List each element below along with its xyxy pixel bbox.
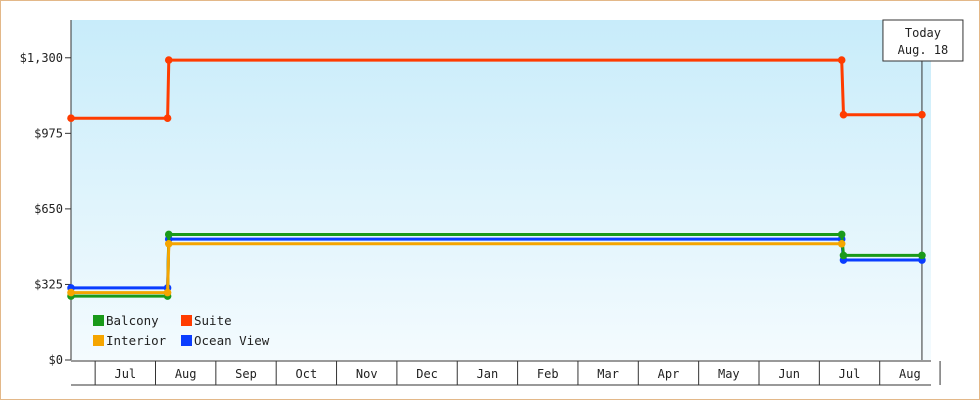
x-tick-label: Jul [114,367,136,381]
x-tick-label: Jul [839,367,861,381]
data-point [837,56,846,64]
series-line [71,242,842,295]
legend: Balcony Suite Interior Ocean View [93,313,270,348]
legend-label: Interior [106,333,167,348]
today-date-label: Aug. 18 [898,43,949,57]
series-interior [67,239,846,297]
data-point [839,110,848,119]
legend-item: Interior [93,333,167,348]
series-line [71,58,922,120]
data-point [164,230,173,239]
legend-label: Suite [194,313,232,328]
legend-swatch [181,335,192,346]
today-label: Today [905,26,941,40]
data-point [918,251,926,260]
data-point [163,288,172,297]
x-tick-label: Dec [416,367,438,381]
y-tick-label: $975 [34,126,63,140]
legend-swatch [93,315,104,326]
x-tick-label: Jan [477,367,499,381]
legend-item: Balcony [93,313,159,328]
data-point [839,251,848,260]
series-line [71,237,922,290]
legend-swatch [181,315,192,326]
x-tick-label: Sep [235,367,257,381]
y-tick-label: $650 [34,202,63,216]
y-tick-label: $325 [34,277,63,291]
x-axis: Jul Aug Sep Oct Nov Dec Jan Feb Mar Apr May Jun Jul A… [71,360,941,386]
data-point [67,114,75,123]
today-label-box [882,19,964,62]
x-tick-label: May [718,367,740,381]
series-balcony [67,230,926,300]
legend-item: Ocean View [181,333,270,348]
data-point [837,239,846,248]
data-point [837,230,846,239]
data-point [163,114,172,123]
series-suite [67,56,926,123]
x-tick-label: Aug [899,367,921,381]
x-tick-label: Nov [356,367,378,381]
today-marker: Today Aug. 18 [882,19,964,360]
series-line [71,233,922,298]
x-tick-label: Oct [296,367,318,381]
y-axis: $0 $325 $650 $975 $1,300 [20,20,72,367]
x-tick-label: Feb [537,367,559,381]
x-tick-label: Mar [597,367,619,381]
data-point [67,288,75,297]
legend-item: Suite [181,313,232,328]
legend-label: Ocean View [194,333,270,348]
y-tick-label: $0 [49,353,63,367]
x-tick-label: Jun [778,367,800,381]
legend-swatch [93,335,104,346]
data-point [164,56,173,64]
plot-area [71,20,931,360]
legend-label: Balcony [106,313,159,328]
x-tick-label: Apr [658,367,680,381]
data-point [918,110,926,119]
y-tick-label: $1,300 [20,51,63,65]
x-tick-label: Aug [175,367,197,381]
series-layer [67,56,926,300]
data-point [164,239,173,248]
